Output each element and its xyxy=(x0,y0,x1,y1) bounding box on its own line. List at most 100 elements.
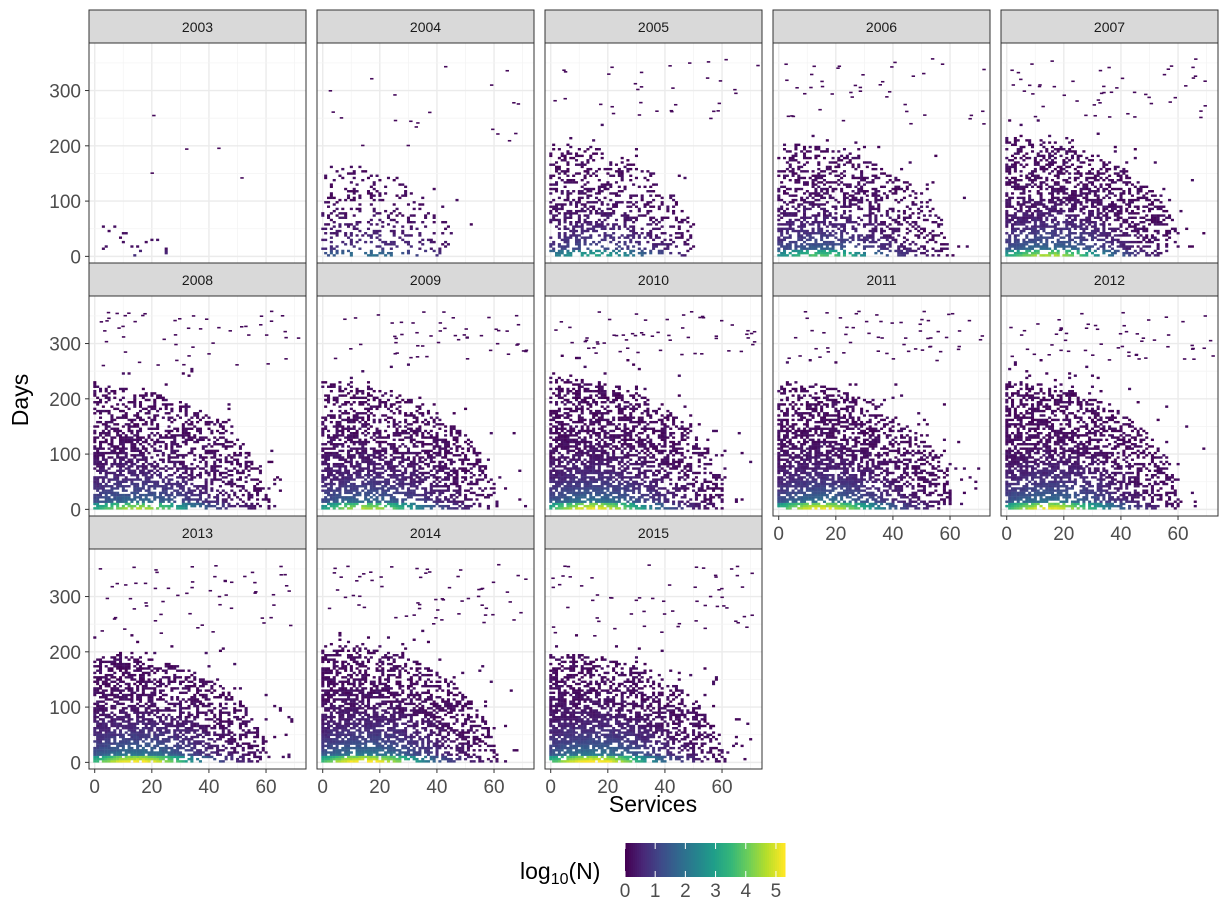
heatmap-cell xyxy=(1105,208,1108,210)
heatmap-cell xyxy=(601,228,604,230)
heatmap-cell xyxy=(99,465,102,467)
heatmap-cell xyxy=(1011,245,1014,247)
heatmap-cell xyxy=(661,241,664,243)
heatmap-cell xyxy=(192,315,195,317)
heatmap-cell xyxy=(783,144,786,146)
heatmap-cell xyxy=(356,241,359,243)
heatmap-cell xyxy=(629,230,632,232)
heatmap-cell xyxy=(1022,248,1025,250)
heatmap-cell xyxy=(599,104,602,106)
heatmap-cell xyxy=(604,239,607,241)
heatmap-cell xyxy=(874,228,877,230)
heatmap-cell xyxy=(1154,230,1157,232)
heatmap-cell xyxy=(666,245,669,247)
heatmap-cell xyxy=(145,441,148,443)
heatmap-cell xyxy=(196,441,199,443)
heatmap-cell xyxy=(803,183,806,185)
heatmap-cell xyxy=(809,150,812,152)
heatmap-cell xyxy=(1125,208,1128,210)
heatmap-cell xyxy=(96,498,99,500)
heatmap-cell xyxy=(327,476,330,478)
heatmap-cell xyxy=(1191,179,1194,181)
heatmap-cell xyxy=(136,412,139,414)
heatmap-cell xyxy=(213,496,216,498)
heatmap-cell xyxy=(133,419,136,421)
heatmap-cell xyxy=(911,190,914,192)
heatmap-cell xyxy=(165,489,168,491)
heatmap-cell xyxy=(136,432,139,434)
heatmap-cell xyxy=(1071,214,1074,216)
heatmap-cell xyxy=(122,456,125,458)
heatmap-cell xyxy=(1114,150,1117,152)
heatmap-cell xyxy=(777,208,780,210)
heatmap-cell xyxy=(606,203,609,205)
heatmap-cell xyxy=(1165,232,1168,234)
heatmap-cell xyxy=(1008,214,1011,216)
heatmap-cell xyxy=(789,252,792,254)
heatmap-cell xyxy=(1134,223,1137,225)
heatmap-cell xyxy=(116,434,119,436)
heatmap-cell xyxy=(236,472,239,474)
heatmap-cell xyxy=(646,210,649,212)
heatmap-cell xyxy=(350,190,353,192)
heatmap-cell xyxy=(219,485,222,487)
heatmap-cell xyxy=(1037,161,1040,163)
heatmap-cell xyxy=(330,236,333,238)
heatmap-cell xyxy=(606,188,609,190)
heatmap-cell xyxy=(820,254,823,256)
heatmap-cell xyxy=(797,166,800,168)
heatmap-cell xyxy=(1042,170,1045,172)
heatmap-cell xyxy=(190,423,193,425)
heatmap-cell xyxy=(213,505,216,507)
heatmap-cell xyxy=(817,172,820,174)
heatmap-cell xyxy=(398,197,401,199)
heatmap-cell xyxy=(256,498,259,500)
heatmap-cell xyxy=(1102,245,1105,247)
heatmap-cell xyxy=(866,190,869,192)
heatmap-cell xyxy=(1085,228,1088,230)
heatmap-cell xyxy=(555,168,558,170)
heatmap-cell xyxy=(1022,188,1025,190)
heatmap-cell xyxy=(624,225,627,227)
heatmap-cell xyxy=(894,219,897,221)
heatmap-cell xyxy=(860,175,863,177)
heatmap-cell xyxy=(803,181,806,183)
heatmap-cell xyxy=(555,188,558,190)
heatmap-cell xyxy=(897,221,900,223)
heatmap-cell xyxy=(205,461,208,463)
heatmap-cell xyxy=(347,223,350,225)
heatmap-cell xyxy=(1037,243,1040,245)
heatmap-cell xyxy=(931,208,934,210)
heatmap-cell xyxy=(661,232,664,234)
heatmap-cell xyxy=(145,394,148,396)
heatmap-cell xyxy=(826,248,829,250)
heatmap-cell xyxy=(256,503,259,505)
heatmap-cell xyxy=(886,214,889,216)
heatmap-cell xyxy=(133,498,136,500)
heatmap-cell xyxy=(116,456,119,458)
heatmap-cell xyxy=(584,252,587,254)
heatmap-cell xyxy=(1022,166,1025,168)
heatmap-cell xyxy=(1051,232,1054,234)
heatmap-cell xyxy=(1022,190,1025,192)
heatmap-cell xyxy=(640,72,643,74)
heatmap-cell xyxy=(970,115,973,117)
heatmap-cell xyxy=(1074,203,1077,205)
heatmap-cell xyxy=(122,465,125,467)
heatmap-cell xyxy=(1025,212,1028,214)
heatmap-cell xyxy=(247,470,250,472)
heatmap-cell xyxy=(823,214,826,216)
heatmap-cell xyxy=(265,498,268,500)
heatmap-cell xyxy=(182,507,185,509)
heatmap-cell xyxy=(1142,236,1145,238)
heatmap-cell xyxy=(168,478,171,480)
heatmap-cell xyxy=(156,465,159,467)
heatmap-cell xyxy=(333,254,336,256)
heatmap-cell xyxy=(490,84,493,86)
heatmap-cell xyxy=(139,478,142,480)
heatmap-cell xyxy=(564,241,567,243)
heatmap-cell xyxy=(367,192,370,194)
heatmap-cell xyxy=(1022,219,1025,221)
heatmap-cell xyxy=(1020,208,1023,210)
heatmap-cell xyxy=(618,250,621,252)
